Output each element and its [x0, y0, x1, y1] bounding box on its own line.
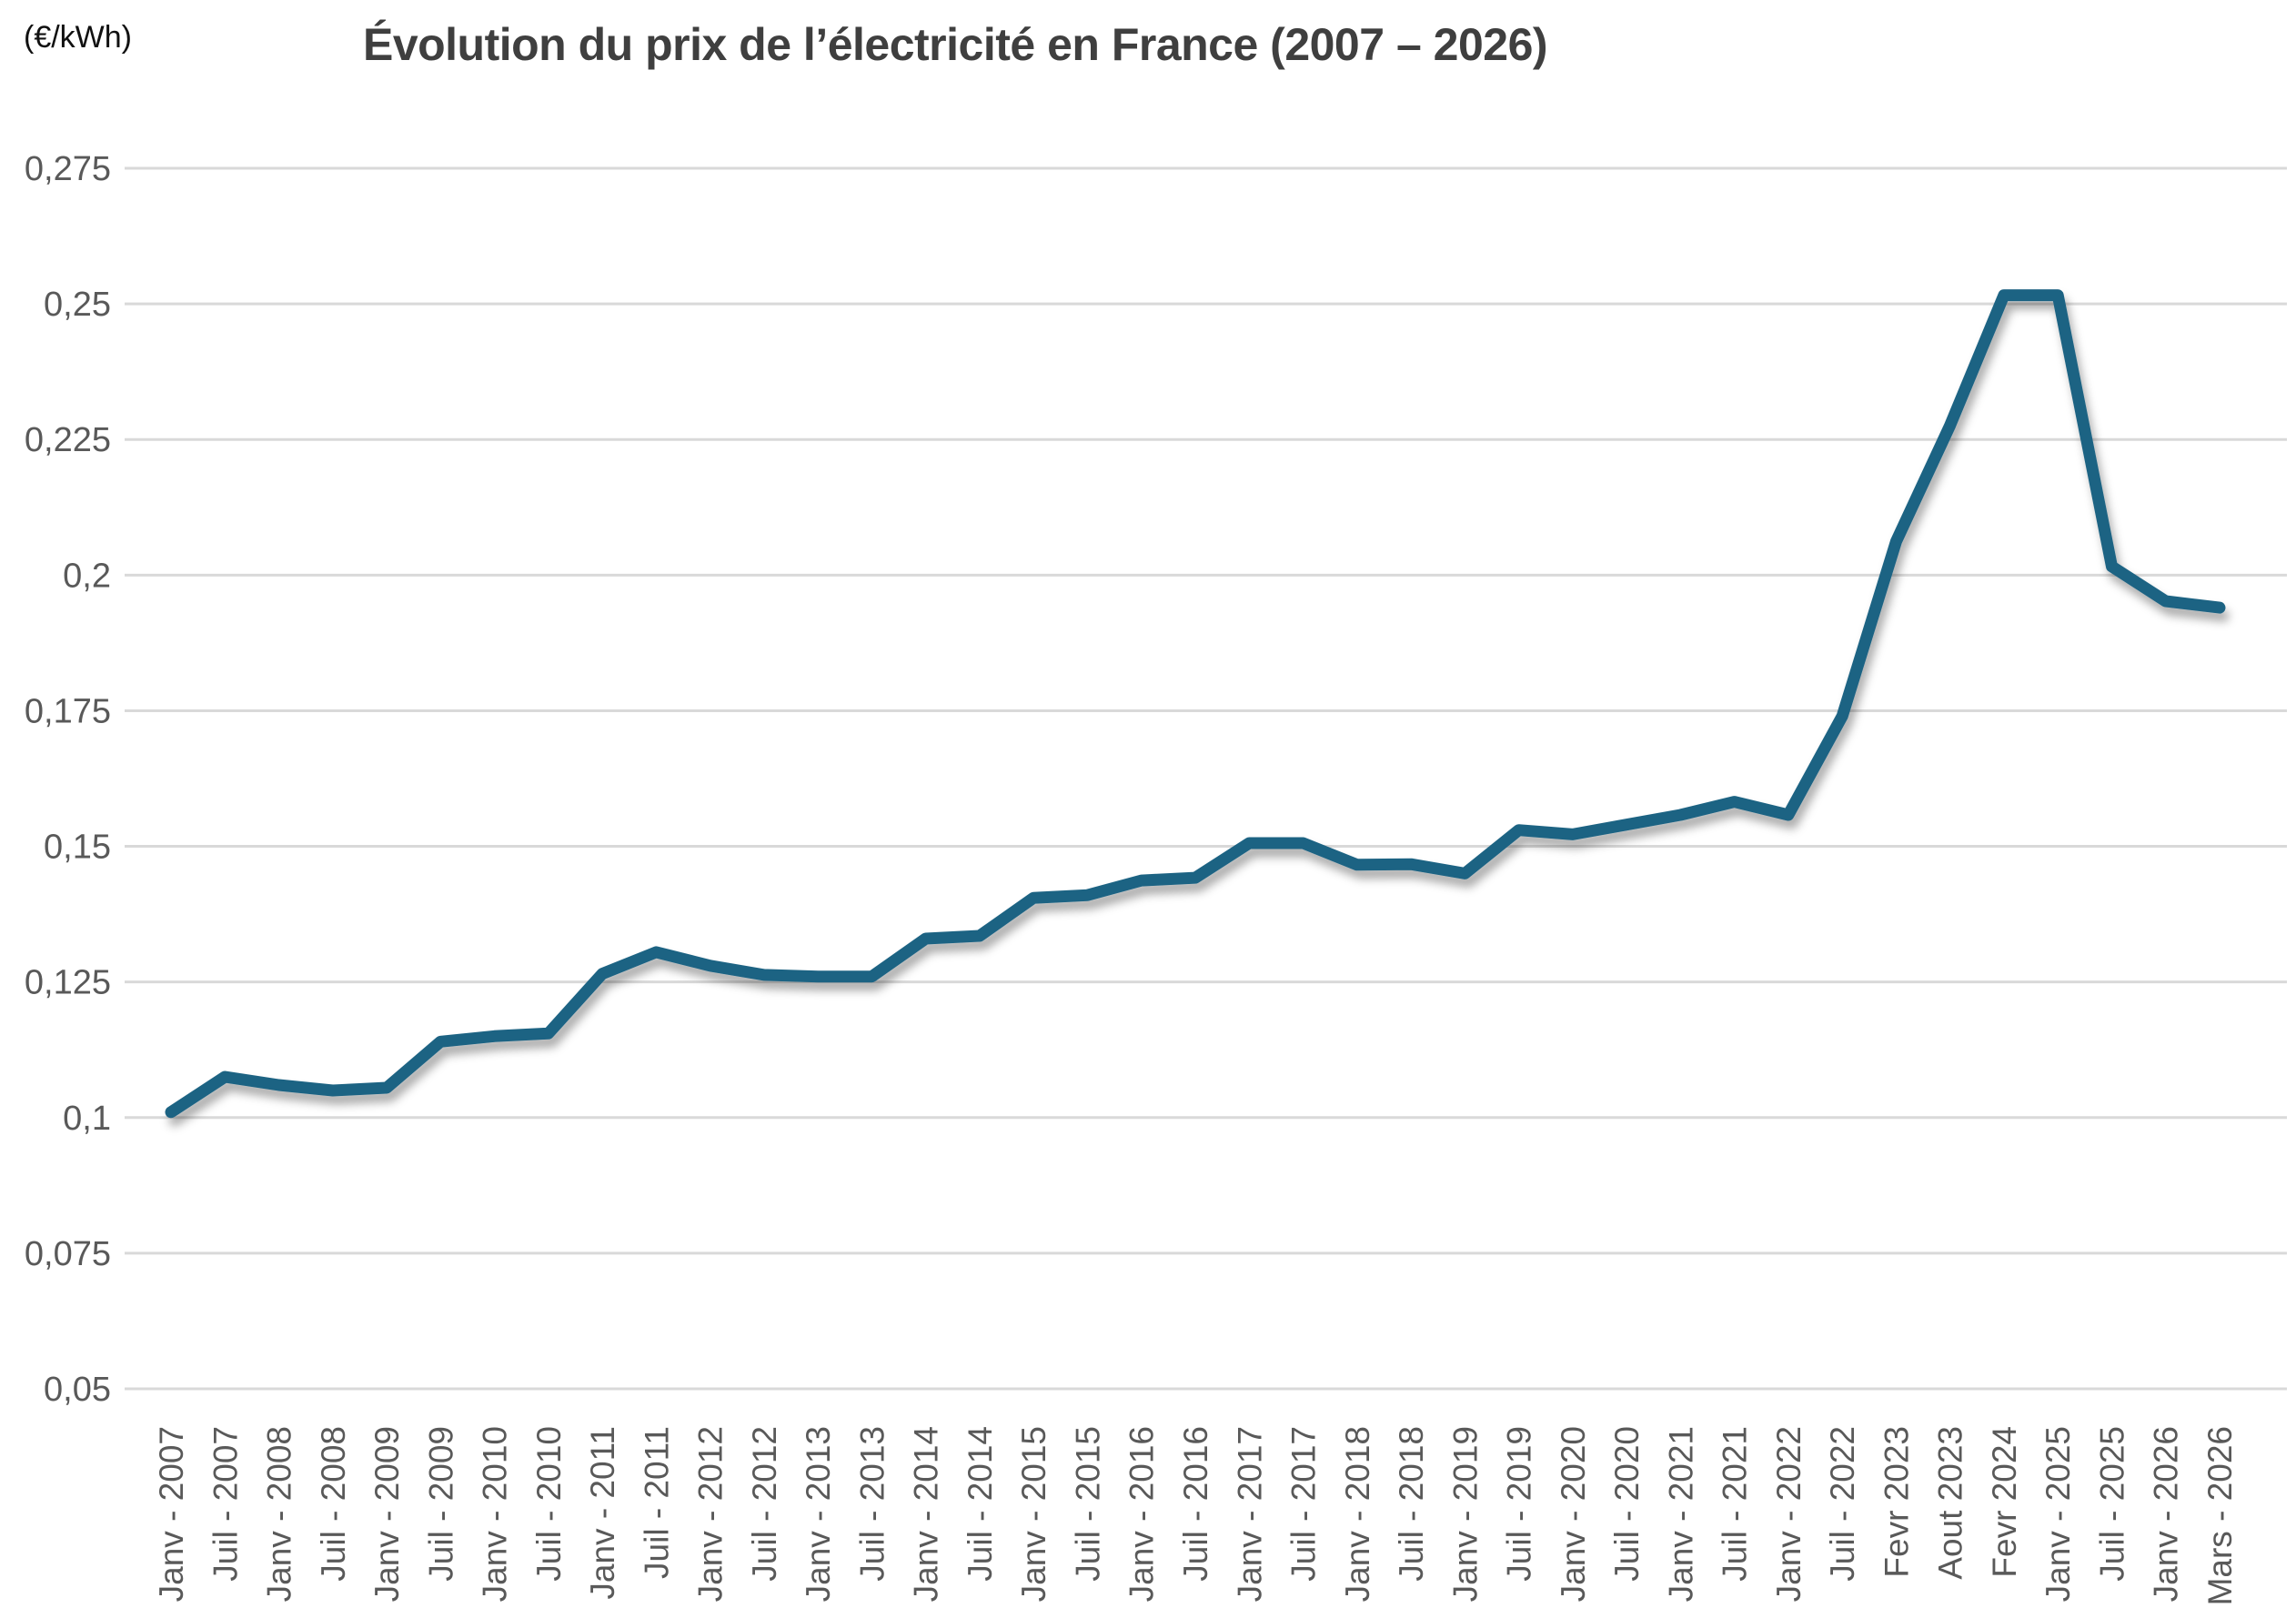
y-tick-label: 0,15 [44, 829, 111, 867]
y-tick-label: 0,1 [63, 1100, 111, 1138]
x-tick-label: Juil - 2016 [1177, 1426, 1214, 1582]
x-tick-label: Janv - 2022 [1770, 1426, 1808, 1602]
price-series [165, 289, 2226, 1119]
x-tick-label: Janv - 2007 [153, 1426, 190, 1602]
x-tick-label: Juil - 2008 [315, 1426, 352, 1582]
x-tick-label: Janv - 2026 [2148, 1426, 2185, 1602]
x-tick-label: Juil - 2014 [962, 1426, 999, 1582]
x-tick-label: Janv - 2008 [261, 1426, 298, 1602]
x-tick-label: Aout 2023 [1932, 1426, 1969, 1580]
x-tick-label: Juil - 2012 [746, 1426, 783, 1582]
x-tick-label: Juil - 2025 [2093, 1426, 2130, 1582]
x-tick-label: Juil - 2021 [1717, 1426, 1754, 1582]
x-tick-label: Fevr 2024 [1986, 1426, 2023, 1578]
x-tick-label: Janv - 2025 [2039, 1426, 2077, 1602]
y-axis-unit-label: (€/kWh) [24, 20, 132, 55]
x-tick-label: Mars - 2026 [2201, 1426, 2239, 1605]
x-tick-label: Janv - 2011 [584, 1426, 621, 1600]
x-tick-label: Janv - 2019 [1446, 1426, 1484, 1602]
x-tick-label: Juil - 2013 [853, 1426, 891, 1582]
y-axis-tick-labels: 0,275 0,25 0,225 0,2 0,175 0,15 0,125 0,1 0,075 0… [25, 150, 111, 1409]
y-tick-label: 0,225 [25, 421, 111, 459]
y-tick-label: 0,125 [25, 964, 111, 1002]
x-tick-label: Fevr 2023 [1878, 1426, 1915, 1578]
x-tick-label: Juil - 2018 [1393, 1426, 1430, 1582]
x-tick-label: Janv - 2013 [800, 1426, 837, 1602]
price-line [165, 289, 2226, 1119]
x-tick-label: Janv - 2020 [1555, 1426, 1592, 1602]
x-tick-label: Janv - 2010 [477, 1426, 514, 1602]
x-tick-label: Janv - 2017 [1231, 1426, 1268, 1602]
y-tick-label: 0,075 [25, 1235, 111, 1273]
y-tick-label: 0,05 [44, 1371, 111, 1409]
gridlines [125, 166, 2287, 1391]
x-tick-label: Juil - 2009 [422, 1426, 459, 1582]
x-tick-label: Juil - 2007 [206, 1426, 244, 1582]
x-tick-label: Janv - 2014 [908, 1426, 945, 1602]
x-tick-label: Juil - 2015 [1069, 1426, 1106, 1582]
x-tick-label: Janv - 2021 [1662, 1426, 1699, 1602]
x-tick-label: Juil - 2011 [638, 1426, 675, 1579]
x-tick-label: Juil - 2010 [530, 1426, 568, 1582]
x-tick-label: Janv - 2016 [1123, 1426, 1161, 1602]
x-tick-label: Janv - 2015 [1015, 1426, 1052, 1602]
x-tick-label: Juil - 2017 [1285, 1426, 1323, 1582]
x-tick-label: Janv - 2018 [1339, 1426, 1376, 1602]
chart-title: Évolution du prix de l’électricité en Fr… [362, 19, 1548, 70]
x-axis-tick-labels: Janv - 2007 Juil - 2007 Janv - 2008 Juil - … [153, 1426, 2239, 1605]
x-tick-label: Juil - 2019 [1501, 1426, 1538, 1582]
y-tick-label: 0,275 [25, 150, 111, 188]
x-tick-label: Janv - 2012 [692, 1426, 730, 1602]
y-tick-label: 0,175 [25, 692, 111, 730]
x-tick-label: Juil - 2020 [1608, 1426, 1646, 1582]
x-tick-label: Juil - 2022 [1824, 1426, 1861, 1582]
x-tick-label: Janv - 2009 [368, 1426, 406, 1602]
y-tick-label: 0,2 [63, 557, 111, 595]
y-tick-label: 0,25 [44, 286, 111, 324]
